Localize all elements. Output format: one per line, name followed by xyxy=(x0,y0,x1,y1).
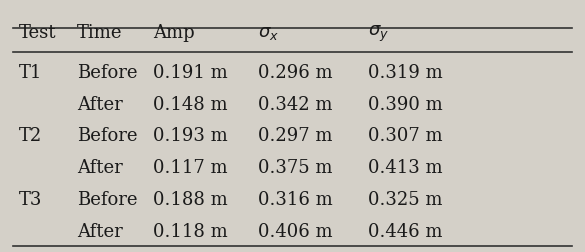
Text: T1: T1 xyxy=(19,64,42,82)
Text: 0.316 m: 0.316 m xyxy=(257,191,332,209)
Text: 0.446 m: 0.446 m xyxy=(368,223,443,241)
Text: 0.188 m: 0.188 m xyxy=(153,191,228,209)
Text: 0.148 m: 0.148 m xyxy=(153,96,228,114)
Text: $\sigma_y$: $\sigma_y$ xyxy=(368,24,389,44)
Text: After: After xyxy=(77,160,123,177)
Text: 0.191 m: 0.191 m xyxy=(153,64,228,82)
Text: 0.375 m: 0.375 m xyxy=(257,160,332,177)
Text: 0.390 m: 0.390 m xyxy=(368,96,443,114)
Text: Test: Test xyxy=(19,24,56,42)
Text: Before: Before xyxy=(77,191,137,209)
Text: 0.307 m: 0.307 m xyxy=(368,128,443,145)
Text: 0.413 m: 0.413 m xyxy=(368,160,443,177)
Text: 0.406 m: 0.406 m xyxy=(257,223,332,241)
Text: Time: Time xyxy=(77,24,123,42)
Text: Amp: Amp xyxy=(153,24,194,42)
Text: 0.297 m: 0.297 m xyxy=(257,128,332,145)
Text: Before: Before xyxy=(77,128,137,145)
Text: 0.325 m: 0.325 m xyxy=(368,191,443,209)
Text: 0.319 m: 0.319 m xyxy=(368,64,443,82)
Text: T3: T3 xyxy=(19,191,42,209)
Text: 0.193 m: 0.193 m xyxy=(153,128,228,145)
Text: Before: Before xyxy=(77,64,137,82)
Text: T2: T2 xyxy=(19,128,42,145)
Text: After: After xyxy=(77,223,123,241)
Text: 0.296 m: 0.296 m xyxy=(257,64,332,82)
Text: 0.342 m: 0.342 m xyxy=(257,96,332,114)
Text: $\sigma_x$: $\sigma_x$ xyxy=(257,24,278,42)
Text: 0.117 m: 0.117 m xyxy=(153,160,228,177)
Text: 0.118 m: 0.118 m xyxy=(153,223,228,241)
Text: After: After xyxy=(77,96,123,114)
